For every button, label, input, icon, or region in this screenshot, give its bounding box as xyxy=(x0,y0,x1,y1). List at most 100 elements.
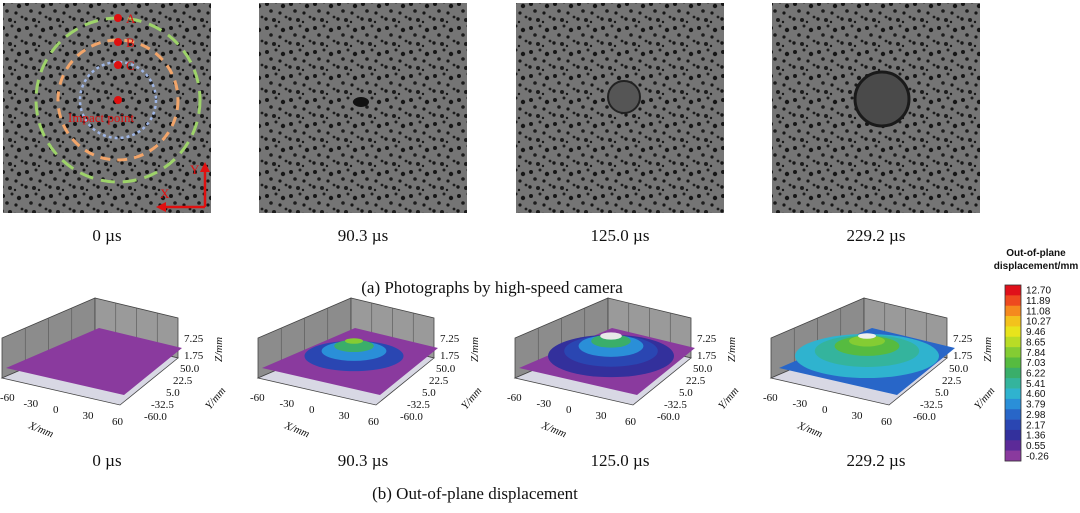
x-tick-label: 0 xyxy=(309,404,315,416)
surface-contour xyxy=(345,338,363,344)
x-tick-label: 60 xyxy=(112,416,124,428)
y-tick-label: -60.0 xyxy=(913,411,936,423)
colorbar-label: 9.46 xyxy=(1026,327,1046,338)
colorbar-label: 11.08 xyxy=(1026,306,1051,317)
z-tick-label: 1.75 xyxy=(184,350,204,362)
surface-contour xyxy=(858,333,876,339)
colorbar-cell xyxy=(1005,409,1021,420)
surface-contour xyxy=(334,339,374,353)
point-label: B xyxy=(126,35,135,50)
x-tick-label: -30 xyxy=(24,398,39,410)
x-tick-label: 30 xyxy=(596,410,608,422)
y-tick-label: 22.5 xyxy=(173,375,193,387)
x-tick-label: 30 xyxy=(339,410,351,422)
colorbar-cell xyxy=(1005,367,1021,379)
colorbar-label: 6.22 xyxy=(1026,369,1046,380)
arrow-head xyxy=(156,162,210,212)
colorbar-label: 3.79 xyxy=(1026,400,1046,411)
photo xyxy=(259,3,467,213)
z-tick-label: 1.75 xyxy=(697,350,717,362)
y-axis-label: Y/mm xyxy=(972,385,997,412)
z-tick-label: 7.25 xyxy=(184,333,204,345)
colorbar-label: 2.17 xyxy=(1026,420,1046,431)
z-tick-label: 7.25 xyxy=(953,333,973,345)
colorbar-title: displacement/mm xyxy=(994,261,1079,272)
colorbar-label: 2.98 xyxy=(1026,410,1046,421)
z-tick-label: 1.75 xyxy=(440,350,460,362)
colorbar-label: 5.41 xyxy=(1026,379,1046,390)
z-tick-label: 1.75 xyxy=(953,350,973,362)
z-axis-label: Z/mm xyxy=(982,337,994,362)
colorbar-label: 11.89 xyxy=(1026,296,1051,307)
time-label: 0 µs xyxy=(92,226,121,245)
x-tick-label: -30 xyxy=(280,398,295,410)
point xyxy=(114,14,122,22)
surface-contour xyxy=(849,335,885,347)
colorbar-label: 8.65 xyxy=(1026,337,1046,348)
colorbar-label: 1.36 xyxy=(1026,431,1046,442)
time-label: 0 µs xyxy=(92,451,121,470)
y-tick-label: 5.0 xyxy=(166,387,180,399)
surface-contour xyxy=(591,334,631,348)
y-tick-label: -60.0 xyxy=(144,411,167,423)
x-axis-label: X/mm xyxy=(26,419,55,440)
time-label: 229.2 µs xyxy=(847,226,906,245)
y-tick-label: -32.5 xyxy=(407,399,430,411)
colorbar-label: 12.70 xyxy=(1026,286,1051,297)
y-tick-label: 50.0 xyxy=(436,363,456,375)
y-tick-label: 50.0 xyxy=(693,363,713,375)
y-axis-label: Y/mm xyxy=(459,385,484,412)
x-tick-label: 60 xyxy=(881,416,893,428)
colorbar-cell xyxy=(1005,419,1021,431)
point xyxy=(114,38,122,46)
surface xyxy=(6,328,182,395)
y-tick-label: 22.5 xyxy=(686,375,706,387)
colorbar-label: -0.26 xyxy=(1026,451,1049,462)
colorbar-label: 4.60 xyxy=(1026,389,1046,400)
y-axis-label: Y/mm xyxy=(716,385,741,412)
x-axis-label: X/mm xyxy=(282,419,311,440)
colorbar-label: 7.84 xyxy=(1026,348,1046,359)
z-axis-label: Z/mm xyxy=(726,337,738,362)
colorbar-cell xyxy=(1005,326,1021,338)
x-axis-label: X/mm xyxy=(795,419,824,440)
y-tick-label: 5.0 xyxy=(679,387,693,399)
y-tick-label: 5.0 xyxy=(935,387,949,399)
ring xyxy=(78,60,158,140)
colorbar-label: 0.55 xyxy=(1026,441,1046,452)
impact-label: Impact point xyxy=(68,110,134,125)
x-tick-label: 0 xyxy=(53,404,59,416)
y-tick-label: 5.0 xyxy=(422,387,436,399)
axis-x-label: X xyxy=(160,186,170,201)
time-label: 125.0 µs xyxy=(591,226,650,245)
colorbar-cell xyxy=(1005,347,1021,358)
time-label: 90.3 µs xyxy=(338,226,388,245)
x-tick-label: 0 xyxy=(566,404,572,416)
colorbar-cell xyxy=(1005,388,1021,400)
colorbar-title: Out-of-plane xyxy=(1006,248,1066,259)
colorbar-frame xyxy=(1004,284,1022,462)
x-tick-label: -30 xyxy=(537,398,552,410)
axis-arrows xyxy=(162,168,207,209)
colorbar-label: 10.27 xyxy=(1026,317,1051,328)
time-label: 229.2 µs xyxy=(847,451,906,470)
impact-crater xyxy=(607,80,641,114)
point-label: A xyxy=(126,11,136,26)
caption: (b) Out-of-plane displacement xyxy=(372,484,578,503)
impact-mark xyxy=(353,97,369,107)
impact-point xyxy=(114,96,122,104)
colorbar-label: 7.03 xyxy=(1026,358,1046,369)
x-tick-label: 30 xyxy=(852,410,864,422)
x-axis-label: X/mm xyxy=(539,419,568,440)
y-tick-label: -60.0 xyxy=(400,411,423,423)
photo-shade xyxy=(259,3,467,213)
colorbar-cell xyxy=(1005,316,1021,327)
point xyxy=(114,61,122,69)
y-tick-label: -32.5 xyxy=(151,399,174,411)
point-label: C xyxy=(126,58,135,73)
x-tick-label: -60 xyxy=(763,392,778,404)
z-tick-label: 7.25 xyxy=(697,333,717,345)
x-tick-label: -60 xyxy=(507,392,522,404)
axis-y-label: Y xyxy=(190,162,200,177)
